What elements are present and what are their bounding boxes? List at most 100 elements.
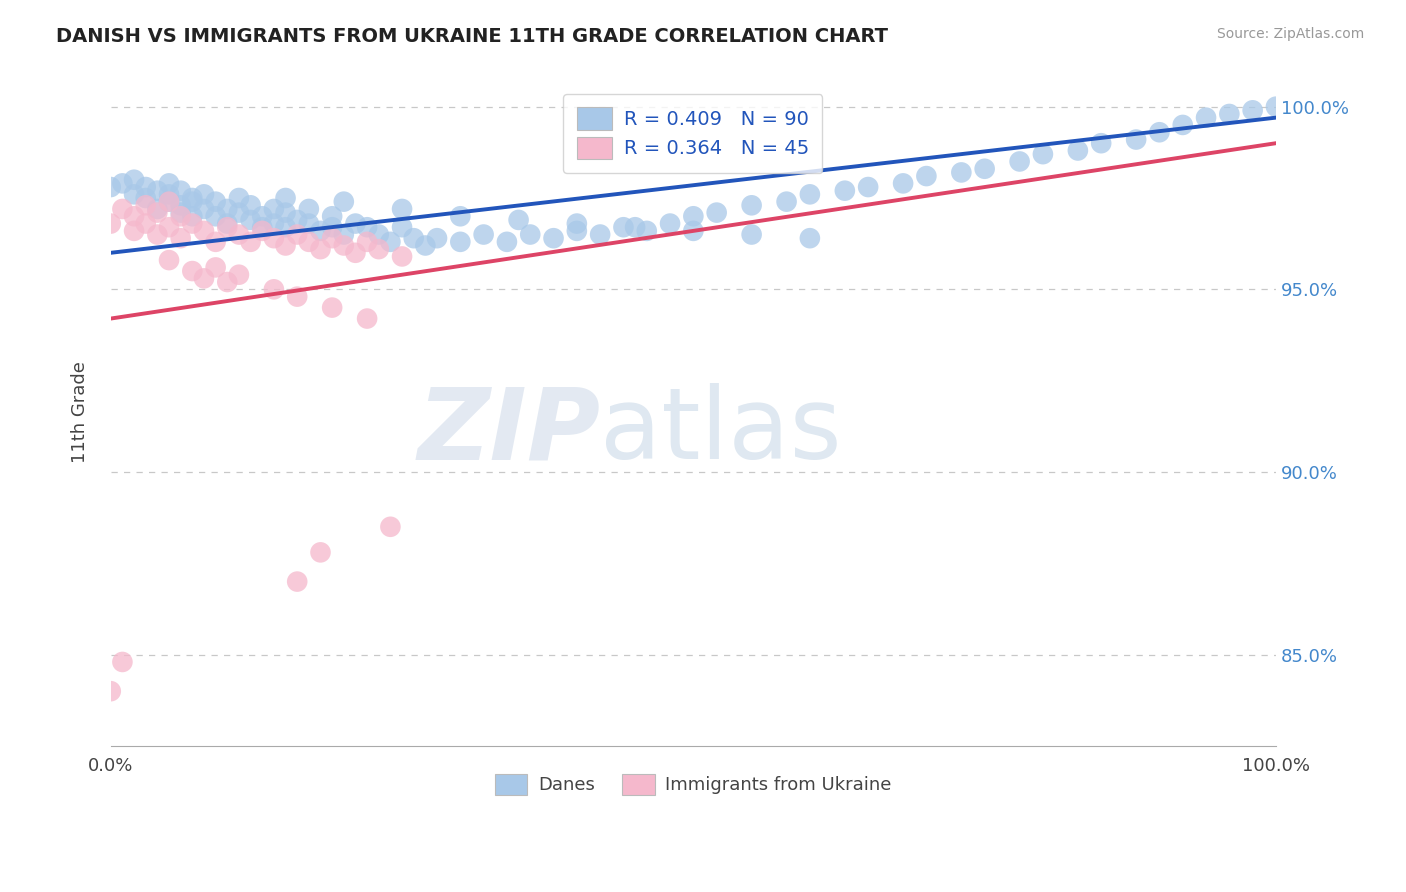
Point (565, 224, 588, 238)
Point (356, 235, 378, 249)
Point (122, 172, 145, 186)
Point (799, 187, 821, 202)
Point (659, 217, 682, 231)
Point (285, 227, 308, 242)
Point (285, 574, 308, 589)
Point (1032, 147, 1054, 161)
Point (252, 220, 274, 235)
Point (252, 209, 274, 223)
Point (263, 217, 285, 231)
Point (100, 217, 122, 231)
Point (472, 227, 495, 242)
Point (100, 684, 122, 698)
Point (344, 245, 367, 260)
Point (333, 194, 356, 209)
Point (228, 268, 250, 282)
Text: DANISH VS IMMIGRANTS FROM UKRAINE 11TH GRADE CORRELATION CHART: DANISH VS IMMIGRANTS FROM UKRAINE 11TH G… (56, 27, 889, 45)
Point (834, 184, 856, 198)
Point (157, 194, 180, 209)
Point (228, 205, 250, 219)
Point (239, 213, 262, 227)
Point (391, 220, 413, 235)
Point (415, 238, 437, 252)
Point (285, 213, 308, 227)
Point (204, 235, 226, 249)
Point (135, 217, 157, 231)
Point (321, 301, 343, 315)
Point (146, 184, 169, 198)
Point (217, 220, 239, 235)
Point (333, 227, 356, 242)
Point (508, 213, 530, 227)
Point (367, 242, 389, 256)
Point (157, 187, 180, 202)
Point (1265, 100, 1288, 114)
Y-axis label: 11th Grade: 11th Grade (72, 360, 89, 463)
Point (950, 165, 973, 179)
Point (356, 220, 378, 235)
Point (170, 231, 193, 245)
Point (111, 177, 134, 191)
Point (391, 202, 413, 216)
Point (252, 224, 274, 238)
Point (146, 202, 169, 216)
Point (157, 194, 180, 209)
Point (1149, 125, 1171, 139)
Point (624, 220, 647, 235)
Point (181, 217, 204, 231)
Point (367, 227, 389, 242)
Point (321, 220, 343, 235)
Point (193, 202, 215, 216)
Point (298, 202, 321, 216)
Point (274, 238, 297, 252)
Point (181, 264, 204, 278)
Point (496, 235, 519, 249)
Point (263, 282, 285, 296)
Point (1241, 103, 1264, 118)
Point (543, 231, 565, 245)
Point (181, 209, 204, 223)
Text: Source: ZipAtlas.com: Source: ZipAtlas.com (1216, 27, 1364, 41)
Point (799, 231, 821, 245)
Legend: Danes, Immigrants from Ukraine: Danes, Immigrants from Ukraine (486, 765, 901, 804)
Point (170, 184, 193, 198)
Point (263, 231, 285, 245)
Point (856, 180, 879, 194)
Text: atlas: atlas (600, 384, 842, 480)
Point (1067, 144, 1090, 158)
Point (1125, 132, 1147, 146)
Point (181, 194, 204, 209)
Point (217, 202, 239, 216)
Point (309, 545, 332, 559)
Point (1008, 154, 1031, 169)
Text: ZIP: ZIP (418, 384, 600, 480)
Point (181, 191, 204, 205)
Point (204, 209, 226, 223)
Point (565, 217, 588, 231)
Point (135, 180, 157, 194)
Point (239, 235, 262, 249)
Point (263, 202, 285, 216)
Point (636, 224, 658, 238)
Point (157, 177, 180, 191)
Point (170, 209, 193, 223)
Point (1171, 118, 1194, 132)
Point (146, 227, 169, 242)
Point (122, 187, 145, 202)
Point (612, 220, 634, 235)
Point (309, 242, 332, 256)
Point (274, 205, 297, 219)
Point (111, 202, 134, 216)
Point (298, 235, 321, 249)
Point (380, 235, 402, 249)
Point (170, 205, 193, 219)
Point (122, 209, 145, 223)
Point (217, 275, 239, 289)
Point (682, 209, 704, 223)
Point (426, 231, 449, 245)
Point (775, 194, 797, 209)
Point (285, 290, 308, 304)
Point (309, 224, 332, 238)
Point (333, 238, 356, 252)
Point (915, 169, 938, 183)
